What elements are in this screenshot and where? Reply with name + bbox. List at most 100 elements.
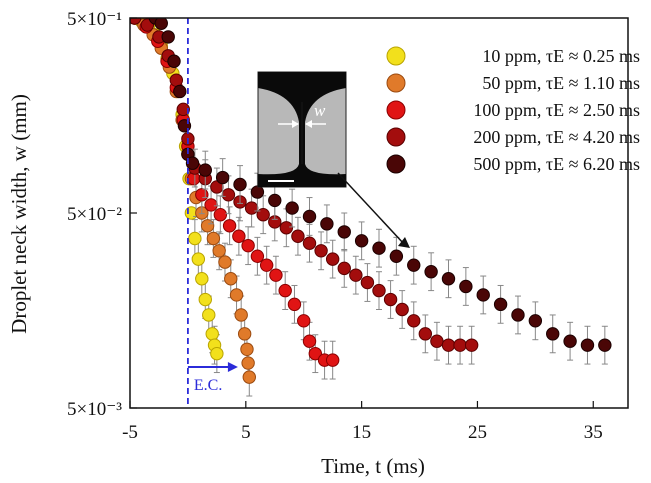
data-point xyxy=(418,327,433,341)
data-point xyxy=(224,272,238,286)
data-point xyxy=(395,302,409,317)
data-point xyxy=(232,229,246,243)
data-point xyxy=(234,308,248,322)
data-point xyxy=(250,185,265,199)
data-point xyxy=(453,338,467,352)
data-point xyxy=(407,258,421,272)
data-point xyxy=(372,283,386,298)
x-tick-label: 25 xyxy=(468,422,487,443)
data-point xyxy=(241,238,255,253)
data-point xyxy=(205,327,219,341)
data-point xyxy=(191,252,206,266)
legend: 10 ppm, τE ≈ 0.25 ms 50 ppm, τE ≈ 1.10 ms… xyxy=(386,46,640,174)
x-axis-label: Time, t (ms) xyxy=(321,454,425,478)
x-tick-label: 15 xyxy=(352,422,371,443)
legend-marker-4 xyxy=(386,127,406,147)
data-point xyxy=(212,244,226,258)
data-point xyxy=(195,272,209,286)
x-tick-label: 5 xyxy=(241,422,251,443)
data-point xyxy=(372,241,386,255)
data-point xyxy=(459,279,473,294)
data-point xyxy=(222,219,237,233)
data-point xyxy=(302,209,317,224)
data-point xyxy=(268,193,282,208)
legend-marker-2 xyxy=(386,73,406,93)
plot-content xyxy=(130,18,612,397)
data-point xyxy=(242,370,256,384)
data-point xyxy=(233,177,247,192)
data-point xyxy=(198,163,212,177)
data-point xyxy=(278,283,292,298)
legend-marker-3 xyxy=(386,100,406,120)
data-point xyxy=(256,208,270,222)
data-point xyxy=(598,338,612,352)
pointer-head xyxy=(398,237,410,248)
data-point xyxy=(173,84,187,99)
inset-image: w xyxy=(257,71,410,248)
data-point xyxy=(360,275,375,290)
data-point xyxy=(176,102,190,117)
data-point xyxy=(407,314,421,328)
data-point xyxy=(259,258,274,272)
data-point xyxy=(476,288,490,302)
data-point xyxy=(240,342,254,356)
data-point xyxy=(161,30,175,44)
data-point xyxy=(337,225,351,239)
ec-label: E.C. xyxy=(194,377,222,394)
data-point xyxy=(250,249,265,263)
data-point xyxy=(349,268,363,282)
data-point xyxy=(325,252,340,266)
data-point xyxy=(279,221,294,235)
ec-arrow-head xyxy=(227,362,238,372)
data-point xyxy=(269,268,283,282)
legend-marker-1 xyxy=(386,46,406,66)
legend-label-5: 500 ppm, τE ≈ 6.20 ms xyxy=(473,154,640,174)
data-point xyxy=(221,188,236,202)
axes: -5 5 15 25 35 5×10⁻¹ 5×10⁻² 5×10⁻³ xyxy=(67,9,629,443)
data-point xyxy=(389,249,404,263)
legend-label-4: 200 ppm, τE ≈ 4.20 ms xyxy=(473,127,640,147)
data-point xyxy=(237,327,252,341)
data-point xyxy=(325,353,340,367)
legend-label-3: 100 ppm, τE ≈ 2.50 ms xyxy=(473,100,640,120)
data-point xyxy=(337,261,351,276)
data-point xyxy=(424,265,438,279)
data-point xyxy=(297,314,311,328)
data-point xyxy=(154,18,168,30)
data-point xyxy=(241,356,255,370)
data-point xyxy=(195,188,209,202)
data-point xyxy=(354,234,369,248)
data-point xyxy=(210,346,224,361)
data-point xyxy=(546,327,560,341)
data-point xyxy=(287,297,302,312)
x-tick-label: 35 xyxy=(584,422,603,443)
data-point xyxy=(130,18,142,25)
data-point xyxy=(430,334,444,348)
data-point xyxy=(383,292,398,307)
y-tick-label: 5×10⁻³ xyxy=(67,399,122,420)
data-point xyxy=(206,231,221,246)
data-point xyxy=(213,208,228,222)
data-point xyxy=(169,73,184,87)
data-point xyxy=(185,156,200,170)
series-5 xyxy=(148,18,612,365)
data-point xyxy=(493,297,508,312)
data-point xyxy=(441,272,456,286)
plot-area: E.C. xyxy=(130,18,612,408)
y-tick-label: 5×10⁻² xyxy=(67,204,122,225)
data-point xyxy=(528,314,543,328)
filament xyxy=(301,102,303,164)
data-point xyxy=(229,288,244,302)
w-arrowhead-left xyxy=(292,120,299,128)
data-point xyxy=(215,170,230,185)
data-point xyxy=(218,255,232,269)
data-point xyxy=(563,334,577,348)
data-point xyxy=(200,219,215,233)
data-point xyxy=(511,308,525,322)
data-point xyxy=(464,338,479,352)
data-point xyxy=(202,308,216,322)
data-point xyxy=(320,217,334,231)
pointer-line xyxy=(337,172,405,245)
data-point xyxy=(291,229,305,243)
data-point xyxy=(441,338,456,352)
